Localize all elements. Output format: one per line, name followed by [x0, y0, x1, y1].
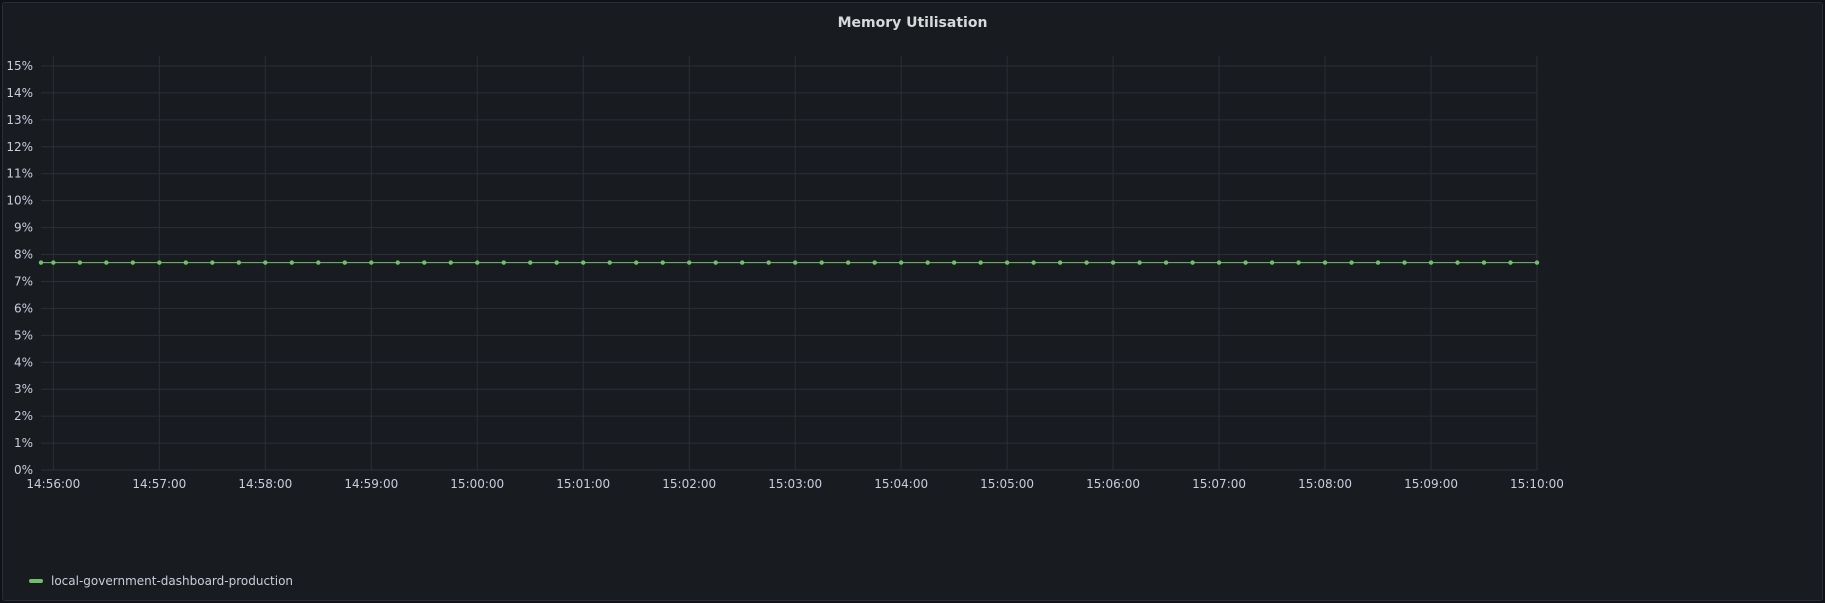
data-point — [210, 260, 214, 264]
data-point — [899, 260, 903, 264]
x-tick-label: 15:10:00 — [1510, 477, 1564, 491]
x-tick-label: 15:02:00 — [662, 477, 716, 491]
data-point — [634, 260, 638, 264]
data-point — [978, 260, 982, 264]
y-tick-label: 11% — [6, 167, 33, 181]
data-point — [369, 260, 373, 264]
legend-label: local-government-dashboard-production — [51, 574, 293, 588]
x-tick-label: 15:03:00 — [768, 477, 822, 491]
data-point — [475, 260, 479, 264]
data-point — [343, 260, 347, 264]
data-point — [1031, 260, 1035, 264]
data-point — [1349, 260, 1353, 264]
x-tick-label: 15:00:00 — [450, 477, 504, 491]
data-point — [740, 260, 744, 264]
x-tick-label: 14:59:00 — [344, 477, 398, 491]
data-point — [184, 260, 188, 264]
y-tick-label: 7% — [14, 274, 33, 288]
x-tick-label: 15:05:00 — [980, 477, 1034, 491]
y-tick-label: 0% — [14, 463, 33, 477]
data-point — [1217, 260, 1221, 264]
data-point — [872, 260, 876, 264]
series-layer — [39, 260, 1539, 264]
data-point — [263, 260, 267, 264]
data-point — [396, 260, 400, 264]
y-axis: 0% 1% 2% 3% 4% 5% 6% 7% 8% 9% 10% 11% 12% 13% 14% 15% — [6, 59, 33, 477]
data-point — [131, 260, 135, 264]
data-point — [1137, 260, 1141, 264]
data-point — [104, 260, 108, 264]
x-tick-label: 15:08:00 — [1298, 477, 1352, 491]
x-tick-label: 15:06:00 — [1086, 477, 1140, 491]
data-point — [1535, 260, 1539, 264]
data-point — [316, 260, 320, 264]
data-point — [422, 260, 426, 264]
data-point — [793, 260, 797, 264]
data-point — [846, 260, 850, 264]
data-point — [1005, 260, 1009, 264]
x-tick-label: 14:57:00 — [132, 477, 186, 491]
data-point — [661, 260, 665, 264]
y-tick-label: 4% — [14, 355, 33, 369]
y-tick-label: 12% — [6, 140, 33, 154]
x-tick-label: 15:04:00 — [874, 477, 928, 491]
data-point — [1296, 260, 1300, 264]
data-point — [1243, 260, 1247, 264]
y-tick-label: 5% — [14, 328, 33, 342]
data-point — [157, 260, 161, 264]
y-tick-label: 2% — [14, 409, 33, 423]
data-point — [1482, 260, 1486, 264]
x-tick-label: 15:07:00 — [1192, 477, 1246, 491]
x-tick-label: 15:01:00 — [556, 477, 610, 491]
data-point — [502, 260, 506, 264]
y-tick-label: 15% — [6, 59, 33, 73]
data-point — [237, 260, 241, 264]
data-point — [39, 260, 43, 264]
data-point — [1376, 260, 1380, 264]
data-point — [1111, 260, 1115, 264]
data-point — [1190, 260, 1194, 264]
data-point — [1058, 260, 1062, 264]
memory-utilisation-chart[interactable]: 0% 1% 2% 3% 4% 5% 6% 7% 8% 9% 10% 11% 12% 13% 14% 15% 1… — [3, 3, 1824, 602]
data-point — [687, 260, 691, 264]
y-tick-label: 14% — [6, 86, 33, 100]
data-point — [449, 260, 453, 264]
data-point — [581, 260, 585, 264]
data-point — [925, 260, 929, 264]
x-axis: 14:56:00 14:57:00 14:58:00 14:59:00 15:00:00… — [26, 477, 1564, 491]
data-point — [819, 260, 823, 264]
y-tick-label: 13% — [6, 113, 33, 127]
data-point — [78, 260, 82, 264]
data-point — [1164, 260, 1168, 264]
x-tick-label: 14:58:00 — [238, 477, 292, 491]
data-point — [1323, 260, 1327, 264]
data-point — [528, 260, 532, 264]
data-point — [1429, 260, 1433, 264]
x-tick-label: 15:09:00 — [1404, 477, 1458, 491]
data-point — [1402, 260, 1406, 264]
legend-swatch — [29, 579, 43, 583]
data-point — [555, 260, 559, 264]
data-point — [290, 260, 294, 264]
data-point — [766, 260, 770, 264]
legend-item[interactable]: local-government-dashboard-production — [29, 574, 293, 588]
data-point — [1270, 260, 1274, 264]
x-tick-label: 14:56:00 — [26, 477, 80, 491]
data-point — [1455, 260, 1459, 264]
y-tick-label: 3% — [14, 382, 33, 396]
data-point — [1084, 260, 1088, 264]
data-point — [1508, 260, 1512, 264]
y-tick-label: 10% — [6, 194, 33, 208]
data-point — [608, 260, 612, 264]
y-tick-label: 1% — [14, 436, 33, 450]
y-tick-label: 6% — [14, 301, 33, 315]
data-point — [952, 260, 956, 264]
data-point — [51, 260, 55, 264]
y-tick-label: 8% — [14, 248, 33, 262]
data-point — [714, 260, 718, 264]
y-tick-label: 9% — [14, 221, 33, 235]
